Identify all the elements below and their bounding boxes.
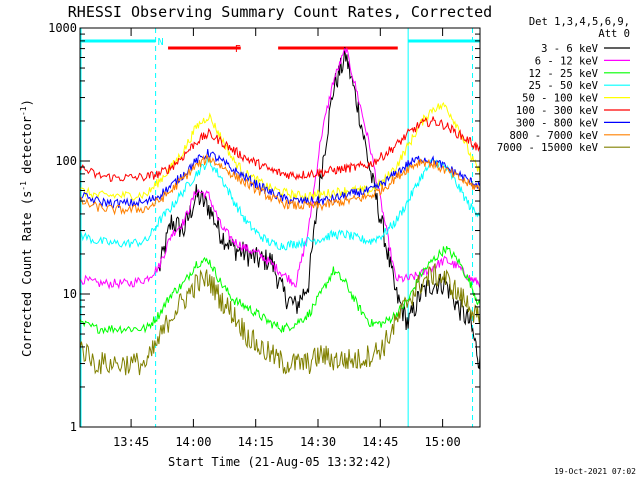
legend-label-800-7000-kev: 800 - 7000 keV: [509, 130, 598, 142]
y-tick-label: 10: [63, 287, 77, 301]
legend-label-100-300-kev: 100 - 300 keV: [516, 105, 599, 117]
x-tick-label: 14:00: [175, 435, 211, 449]
timestamp: 19-Oct-2021 07:02: [554, 467, 636, 476]
flag-layer: NF: [80, 37, 480, 55]
series-line-6-12-kev: [79, 47, 481, 290]
y-axis-label-sup1: -1: [19, 181, 28, 191]
series-line-25-50-kev: [79, 156, 481, 251]
flag-f-label: F: [235, 44, 241, 55]
series-line-100-300-kev: [79, 116, 481, 183]
chart-title: RHESSI Observing Summary Count Rates, Co…: [68, 3, 492, 21]
series-line-7000-15000-kev: [79, 263, 481, 376]
y-tick-label: 1: [70, 420, 77, 434]
x-tick-label: 13:45: [113, 435, 149, 449]
y-axis-label-end: ): [20, 99, 34, 106]
series-line-800-7000-kev: [79, 153, 481, 216]
x-axis-label: Start Time (21-Aug-05 13:32:42): [168, 455, 392, 469]
legend-header-line-1: Det 1,3,4,5,6,9,: [529, 16, 630, 28]
y-axis-label-mid: detector: [20, 116, 34, 181]
series-layer: [79, 46, 481, 376]
x-tick-label: 15:00: [425, 435, 461, 449]
legend-header-line-2: Att 0: [598, 28, 630, 40]
legend-label-12-25-kev: 12 - 25 keV: [528, 68, 598, 80]
x-tick-label: 14:30: [300, 435, 336, 449]
x-tick-label: 14:45: [362, 435, 398, 449]
legend-label-7000-15000-kev: 7000 - 15000 keV: [497, 142, 599, 154]
y-axis-label: Corrected Count Rate (s-1 detector-1): [19, 99, 34, 357]
legend-label-3-6-kev: 3 - 6 keV: [541, 43, 599, 55]
y-tick-label: 100: [55, 154, 77, 168]
series-line-12-25-kev: [79, 246, 481, 335]
legend-label-6-12-kev: 6 - 12 keV: [535, 55, 599, 67]
y-tick-label: 1000: [48, 21, 77, 35]
legend-label-25-50-kev: 25 - 50 keV: [528, 80, 598, 92]
legend-label-300-800-kev: 300 - 800 keV: [516, 117, 599, 129]
plot-frame: [79, 27, 481, 428]
y-axis-label-main: Corrected Count Rate (s: [20, 191, 34, 357]
y-axis-label-sup2: -1: [19, 106, 28, 116]
series-line-3-6-kev: [158, 46, 481, 370]
x-tick-label: 14:15: [238, 435, 274, 449]
y-axis: 1 10 100 1000: [48, 21, 480, 434]
x-axis: 13:45 14:00 14:15 14:30 14:45 15:00: [113, 28, 461, 449]
marker-layer: [80, 28, 474, 427]
flag-n-label: N: [158, 37, 164, 48]
legend-label-50-100-kev: 50 - 100 keV: [522, 93, 599, 105]
